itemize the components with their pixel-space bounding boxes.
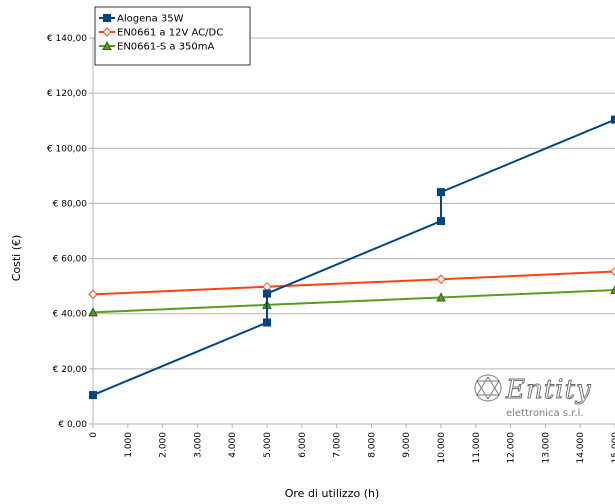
y-tick-label: € 140,00 <box>47 34 87 44</box>
y-tick-label: € 100,00 <box>47 144 87 154</box>
data-point <box>262 281 272 292</box>
x-tick-label: 1.000 <box>124 432 134 458</box>
legend-marker <box>103 14 111 22</box>
series-1 <box>89 115 615 400</box>
x-tick-label: 8.000 <box>367 432 377 458</box>
legend-item: Alogena 35W <box>99 14 184 25</box>
y-tick-label: € 40,00 <box>53 310 88 320</box>
data-point <box>88 289 98 300</box>
legend-label: EN0661 a 12V AC/DC <box>117 28 223 39</box>
legend-box <box>94 6 251 66</box>
legend-item: EN0661-S a 350mA <box>99 40 215 53</box>
series-line <box>92 118 615 396</box>
legend: Alogena 35W EN0661 a 12V AC/DC EN0661-S a … <box>94 6 251 66</box>
y-tick-label: € 80,00 <box>53 199 88 209</box>
data-point <box>436 274 446 284</box>
logo-name: Entity <box>505 375 592 405</box>
x-tick-label: 5.000 <box>263 432 273 458</box>
y-tick-label: € 60,00 <box>53 255 88 265</box>
x-tick-label: 11.000 <box>472 432 482 464</box>
legend-marker <box>102 40 112 50</box>
series-2 <box>88 266 615 300</box>
x-tick-label: 4.000 <box>228 432 238 458</box>
x-tick-label: 10.000 <box>437 432 447 464</box>
data-point <box>263 318 271 327</box>
y-tick-label: € 20,00 <box>53 365 88 375</box>
x-tick-label: 3.000 <box>193 432 203 458</box>
data-point <box>611 115 615 124</box>
data-point <box>437 188 445 197</box>
x-tick-labels: 0 1.000 2.000 3.000 4.000 5.000 6.000 7.000 8.00… <box>89 424 615 464</box>
logo-emblem-icon <box>474 374 502 402</box>
grid-lines <box>89 37 615 425</box>
y-axis-label: Costi (€) <box>10 235 23 282</box>
data-point <box>437 217 445 226</box>
data-point <box>436 292 446 302</box>
series-layer <box>88 115 615 400</box>
x-axis-label: Ore di utilizzo (h) <box>285 487 380 500</box>
data-point <box>610 266 615 277</box>
data-point <box>88 307 98 317</box>
series-line <box>92 270 615 296</box>
x-tick-label: 13.000 <box>541 432 551 464</box>
data-point <box>263 289 271 298</box>
series-3 <box>88 284 615 317</box>
x-tick-label: 15.000 <box>611 432 615 464</box>
legend-label: Alogena 35W <box>117 14 184 25</box>
series-line <box>92 289 615 314</box>
data-point <box>89 391 97 400</box>
x-tick-label: 2.000 <box>159 432 169 458</box>
data-point <box>610 284 615 295</box>
legend-marker <box>102 27 112 37</box>
y-tick-labels: € 0,00 € 20,00 € 40,00 € 60,00 € 80,00 € 100,… <box>47 34 87 430</box>
x-tick-label: 6.000 <box>298 432 308 458</box>
legend-label: EN0661-S a 350mA <box>117 42 215 53</box>
x-tick-label: 7.000 <box>333 432 343 458</box>
x-tick-label: 9.000 <box>402 432 412 458</box>
y-tick-label: € 0,00 <box>58 420 87 430</box>
y-tick-label: € 120,00 <box>47 89 87 99</box>
x-tick-label: 14.000 <box>576 432 586 464</box>
legend-item: EN0661 a 12V AC/DC <box>99 27 223 39</box>
x-tick-label: 0 <box>89 432 99 438</box>
x-tick-label: 12.000 <box>507 432 517 464</box>
logo-subtitle: elettronica s.r.l. <box>506 408 584 419</box>
watermark-logo: Entity elettronica s.r.l. <box>474 374 592 419</box>
